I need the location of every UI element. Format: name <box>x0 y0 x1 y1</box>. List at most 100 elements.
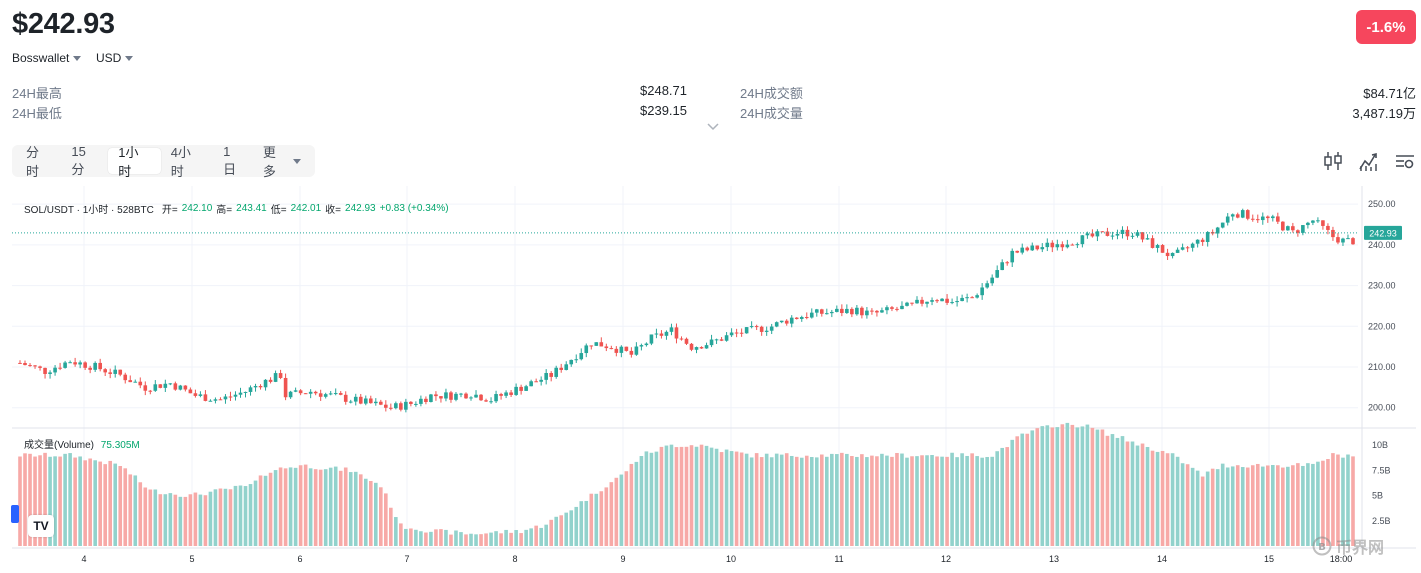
svg-text:B: B <box>1318 542 1326 553</box>
volume-bar <box>419 531 423 546</box>
volume-bar <box>318 469 323 546</box>
candle-body <box>604 346 609 349</box>
last-price-tag <box>1364 225 1402 240</box>
candle-body <box>1140 232 1145 240</box>
volume-bar <box>985 456 989 546</box>
volume-bar <box>1080 426 1085 546</box>
candle-body <box>1150 238 1155 248</box>
candle-body <box>529 381 533 387</box>
volume-bar <box>534 525 538 546</box>
volume-bar <box>1306 463 1310 546</box>
coin-icon: B <box>1312 536 1332 556</box>
candle-body <box>323 394 328 397</box>
tab-4[interactable]: 1日 <box>213 144 253 177</box>
tab-2[interactable]: 1小时 <box>108 145 161 179</box>
volume-bar <box>1190 467 1195 546</box>
candle-body <box>248 387 253 392</box>
candle-body <box>1030 245 1035 251</box>
volume-bar <box>293 467 298 546</box>
candle-body <box>1040 247 1045 250</box>
candle-body <box>28 365 32 367</box>
current-price: $242.93 <box>12 8 115 40</box>
volume-bar <box>880 453 884 546</box>
price-chart[interactable]: 250.00 240.00 230.00 220.00 210.00 200.00 4 5 6 7… <box>12 186 1416 568</box>
pair-label: SOL/USDT · 1小时 · 528BTC <box>24 205 154 216</box>
delta-value: +0.83 (+0.34%) <box>379 203 449 214</box>
candle-body <box>995 270 999 278</box>
volume-bar <box>875 456 879 546</box>
candle-body <box>990 277 994 284</box>
candlestick-icon[interactable] <box>1322 150 1344 172</box>
candle-body <box>404 401 408 410</box>
volume-bar <box>749 457 754 546</box>
volume-bar <box>1120 436 1125 546</box>
candle-body <box>664 331 669 336</box>
candle-body <box>78 362 82 365</box>
volume-bar <box>424 532 428 546</box>
candle-body <box>278 373 283 378</box>
volume-bar <box>845 453 849 546</box>
candle-body <box>850 308 854 315</box>
candle-body <box>424 398 428 403</box>
y-tick-label: 220.00 <box>1368 321 1396 331</box>
candle-body <box>784 320 789 324</box>
volume-bar <box>333 466 338 546</box>
currency-selector[interactable]: USD <box>96 51 134 65</box>
volume-bar <box>429 531 433 546</box>
candle-body <box>343 394 348 402</box>
candle-body <box>970 297 974 299</box>
volume-bar <box>819 454 824 546</box>
candle-body <box>1185 247 1190 249</box>
candle-body <box>253 385 258 388</box>
volume-bar <box>1165 453 1170 546</box>
volume-bar <box>1100 429 1105 546</box>
volume-bar <box>1010 439 1015 546</box>
candle-body <box>679 338 684 340</box>
volume-bar <box>1125 441 1130 546</box>
volume-bar <box>925 455 929 546</box>
candle-body <box>298 390 303 394</box>
volume-bar <box>48 456 52 546</box>
volume-bar <box>744 453 749 546</box>
candle-body <box>769 326 774 331</box>
volume-bar <box>484 533 488 546</box>
settings-icon[interactable] <box>1394 150 1416 172</box>
candle-body <box>1291 226 1295 231</box>
volume-bar <box>1351 456 1355 546</box>
volume-bar <box>794 456 799 546</box>
candle-body <box>569 359 574 365</box>
candle-body <box>464 393 468 399</box>
volume-bar <box>238 485 243 546</box>
source-selector[interactable]: Bosswallet <box>12 51 82 65</box>
candle-body <box>1260 216 1265 221</box>
tradingview-logo[interactable]: TV <box>28 515 54 537</box>
volume-bar <box>138 482 143 546</box>
candle-body <box>895 308 899 310</box>
sidebar-handle[interactable] <box>11 505 19 523</box>
close-value: 242.93 <box>345 203 376 214</box>
tab-1[interactable]: 15分 <box>61 144 108 177</box>
tab-0[interactable]: 分时 <box>16 145 61 179</box>
tab-3[interactable]: 4小时 <box>161 145 213 179</box>
volume-bar <box>268 472 273 546</box>
watermark: B 币界网 <box>1312 534 1384 558</box>
open-label: 开= <box>161 205 178 216</box>
candle-body <box>1130 235 1135 237</box>
turnover-value: $84.71亿 <box>1363 86 1416 101</box>
volume-bar <box>584 500 589 546</box>
candle-body <box>789 317 794 324</box>
candle-body <box>23 363 27 366</box>
candle-body <box>1055 244 1060 248</box>
candle-body <box>1316 220 1320 222</box>
candle-body <box>328 393 333 395</box>
tab-5[interactable]: 更多 <box>253 145 311 179</box>
volume-bar <box>714 448 719 546</box>
candle-body <box>1120 229 1125 234</box>
candle-body <box>930 300 934 302</box>
chevron-down-icon[interactable] <box>706 122 720 132</box>
volume-bar <box>163 494 168 546</box>
candle-body <box>724 335 729 341</box>
line-chart-icon[interactable] <box>1358 150 1380 172</box>
volume-bar <box>198 494 203 546</box>
volume-bar <box>178 496 183 546</box>
